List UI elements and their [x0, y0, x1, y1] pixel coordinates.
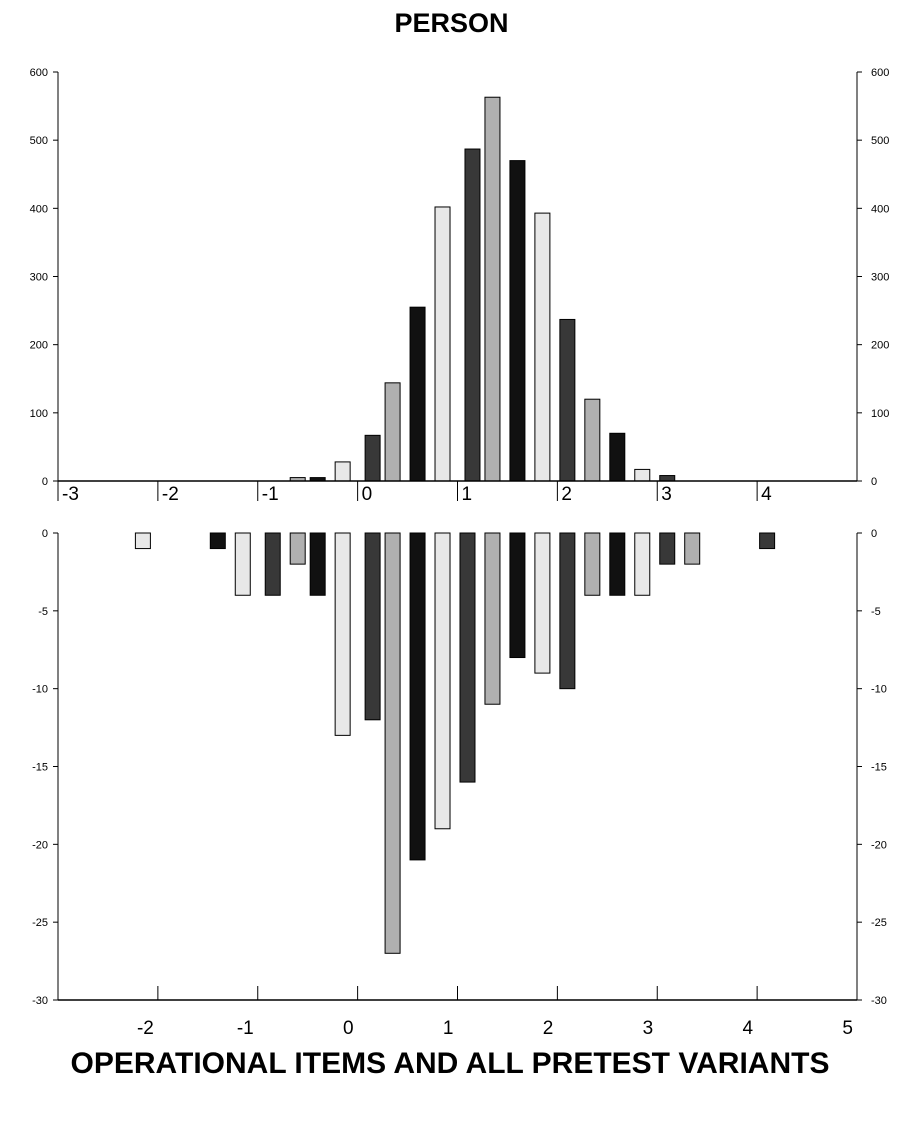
panel2-x-tick-label: -1 [237, 1018, 254, 1039]
panel2-bar [584, 532, 601, 596]
panel2-x-tick-label: 2 [543, 1018, 554, 1039]
panel1-bar [384, 382, 401, 482]
panel2-y-tick-label-left: 0 [42, 528, 48, 540]
panel2-bar [509, 532, 526, 659]
panel2-bar [434, 532, 451, 830]
panel2-bar [209, 532, 226, 550]
panel1-bar [584, 398, 601, 482]
panel1-x-tick-label: 4 [761, 484, 772, 505]
panel1-x-tick-label: -3 [62, 484, 79, 505]
panel1-x-tick-label: 3 [661, 484, 672, 505]
panel2-x-tick-label: 4 [743, 1018, 754, 1039]
panel1-y-tick-label-right: 100 [871, 408, 889, 420]
chart-title: PERSON [394, 8, 509, 38]
panel1-y-tick-label-left: 600 [30, 67, 48, 79]
panel2-y-tick-label-left: -20 [32, 839, 48, 851]
panel2-bar [484, 532, 501, 705]
panel2-bar [659, 532, 676, 565]
panel1-y-tick-label-right: 200 [871, 340, 889, 352]
panel1-bar [659, 475, 676, 482]
panel1-bar [509, 160, 526, 482]
panel1-y-tick-label-left: 500 [30, 135, 48, 147]
panel2-bar [134, 532, 151, 550]
panel2-y-tick-label-right: 0 [871, 528, 877, 540]
panel1-x-tick-label: -2 [162, 484, 179, 505]
panel2-bar [234, 532, 251, 596]
panel1-y-tick-label-left: 400 [30, 203, 48, 215]
panel1-y-tick-label-right: 400 [871, 203, 889, 215]
panel2-bar [289, 532, 306, 565]
panel1-bar [364, 434, 381, 482]
panel1-y-tick-label-left: 0 [42, 476, 48, 488]
panel1-y-tick-label-left: 100 [30, 408, 48, 420]
panel1-bar [464, 148, 481, 482]
panel2-bar [534, 532, 551, 674]
panel2-y-tick-label-left: -5 [38, 606, 48, 618]
panel2-bar [334, 532, 351, 736]
panel1-y-tick-label-right: 300 [871, 272, 889, 284]
panel1-y-tick-label-right: 600 [871, 67, 889, 79]
panel1-bar [534, 212, 551, 482]
panel2-x-tick-label: 0 [343, 1018, 354, 1039]
panel2-bar [409, 532, 426, 861]
panel2-x-tick-label: 3 [643, 1018, 654, 1039]
panel2-x-tick-label: 1 [443, 1018, 454, 1039]
panel2-bar [759, 532, 776, 550]
panel2-bar [309, 532, 326, 596]
panel1-x-tick-label: 1 [462, 484, 473, 505]
panel2-y-tick-label-right: -10 [871, 684, 887, 696]
panel1-bar [334, 461, 351, 482]
panel2-bar [264, 532, 281, 596]
panel2-bar [684, 532, 701, 565]
panel2-bar [459, 532, 476, 783]
panel2-y-tick-label-right: -30 [871, 995, 887, 1007]
panel1-y-tick-label-right: 500 [871, 135, 889, 147]
panel1-bar [634, 468, 651, 482]
panel2-bar [364, 532, 381, 721]
panel2-y-tick-label-left: -25 [32, 917, 48, 929]
panel2-x-tick-label: 5 [842, 1018, 853, 1039]
panel1-bar [409, 306, 426, 482]
panel2-y-tick-label-left: -30 [32, 995, 48, 1007]
panel2-y-tick-label-left: -10 [32, 684, 48, 696]
panel1-bar [434, 206, 451, 482]
panel2-y-tick-label-right: -25 [871, 917, 887, 929]
panel1-x-tick-label: 2 [561, 484, 572, 505]
x-axis-title: OPERATIONAL ITEMS AND ALL PRETEST VARIAN… [70, 1047, 830, 1080]
panel1-bar [484, 96, 501, 482]
panel2-y-tick-label-right: -15 [871, 762, 887, 774]
panel1-x-tick-label: -1 [262, 484, 279, 505]
panel2-bar [634, 532, 651, 596]
panel2-y-tick-label-left: -15 [32, 762, 48, 774]
panel2-bar [559, 532, 576, 690]
panel1-y-tick-label-left: 300 [30, 272, 48, 284]
panel1-y-tick-label-left: 200 [30, 340, 48, 352]
panel2-bar [384, 532, 401, 954]
panel1-y-tick-label-right: 0 [871, 476, 877, 488]
panel2-y-tick-label-right: -5 [871, 606, 881, 618]
panel1-x-tick-label: 0 [362, 484, 373, 505]
panel1-bar [609, 432, 626, 482]
panel2-bar [609, 532, 626, 596]
panel2-x-tick-label: -2 [137, 1018, 154, 1039]
panel2-y-tick-label-right: -20 [871, 839, 887, 851]
panel1-bar [559, 318, 576, 482]
